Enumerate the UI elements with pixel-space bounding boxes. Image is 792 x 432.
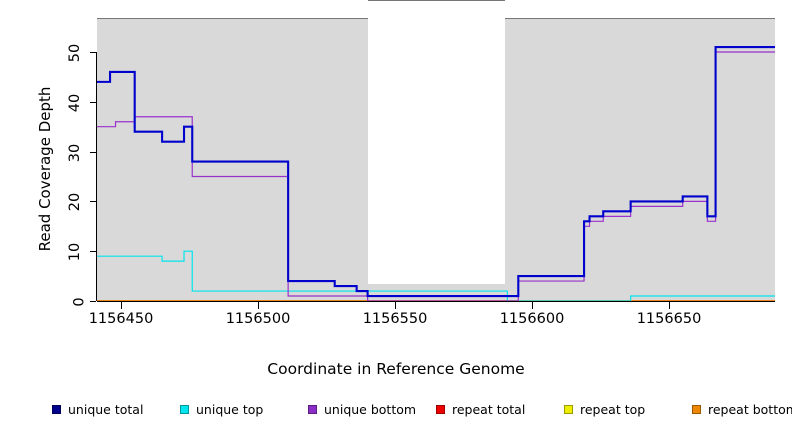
y-axis-title: Read Coverage Depth <box>36 86 54 252</box>
x-tick <box>121 302 122 309</box>
x-tick-label: 1156550 <box>362 311 428 327</box>
x-axis-line <box>97 301 775 302</box>
gap-region-band <box>367 0 505 284</box>
series-line-unique-total <box>97 47 775 296</box>
legend-label: repeat total <box>452 401 526 417</box>
legend-item-repeat-total[interactable]: repeat total <box>436 402 525 417</box>
legend-label: unique total <box>68 401 144 417</box>
chart-legend: unique total unique top unique bottom repea… <box>0 398 792 420</box>
legend-swatch-icon <box>436 404 445 414</box>
series-line-unique-bottom <box>97 52 775 301</box>
x-tick <box>532 302 533 309</box>
x-tick <box>669 302 670 309</box>
y-axis-line <box>96 52 97 301</box>
series-layer <box>97 18 775 302</box>
x-tick <box>258 302 259 309</box>
legend-label: repeat bottom <box>708 401 792 417</box>
y-tick <box>90 251 96 252</box>
series-line-unique-top <box>97 251 775 301</box>
legend-swatch-icon <box>564 404 573 414</box>
legend-swatch-icon <box>308 404 317 414</box>
y-tick <box>90 102 96 103</box>
legend-label: unique top <box>196 401 264 417</box>
legend-swatch-icon <box>692 404 701 414</box>
y-tick <box>90 152 96 153</box>
legend-item-unique-bottom[interactable]: unique bottom <box>308 402 416 417</box>
legend-swatch-icon <box>180 404 189 414</box>
x-tick-label: 1156450 <box>88 311 154 327</box>
legend-label: repeat top <box>580 401 646 417</box>
x-axis-title: Coordinate in Reference Genome <box>267 360 525 378</box>
legend-swatch-icon <box>52 404 61 414</box>
y-tick <box>90 301 96 302</box>
x-tick-label: 1156650 <box>636 311 702 327</box>
x-tick-label: 1156500 <box>225 311 291 327</box>
legend-item-repeat-top[interactable]: repeat top <box>564 402 645 417</box>
legend-item-unique-total[interactable]: unique total <box>52 402 143 417</box>
y-tick <box>90 201 96 202</box>
x-tick <box>395 302 396 309</box>
legend-item-unique-top[interactable]: unique top <box>180 402 263 417</box>
x-tick-label: 1156600 <box>499 311 565 327</box>
legend-item-repeat-bottom[interactable]: repeat bottom <box>692 402 792 417</box>
legend-label: unique bottom <box>324 401 417 417</box>
y-tick <box>90 52 96 53</box>
